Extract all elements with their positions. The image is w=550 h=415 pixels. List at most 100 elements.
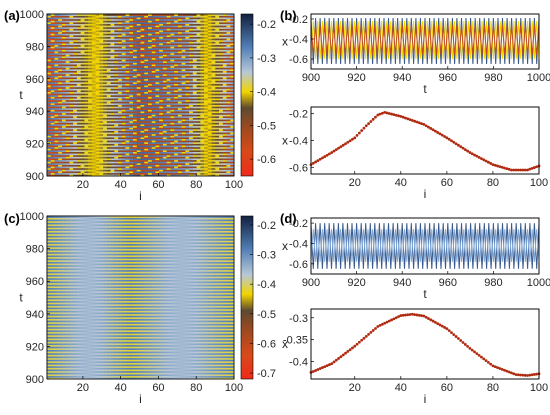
heatmap-cell	[129, 80, 134, 83]
heatmap-cell	[129, 143, 134, 146]
heatmap-cell	[129, 14, 134, 16]
heatmap-cell	[230, 57, 235, 60]
heatmap-cell	[196, 44, 201, 47]
heatmap-cell	[54, 99, 59, 102]
heatmap-cell	[118, 86, 123, 89]
heatmap-cell	[192, 129, 197, 131]
heatmap-cell	[162, 143, 167, 146]
heatmap-cell	[196, 161, 201, 164]
heatmap-cell	[129, 15, 134, 18]
heatmap-cell	[196, 49, 201, 52]
heatmap-cell	[185, 72, 190, 75]
heatmap-cell	[170, 146, 175, 149]
heatmap-cell	[200, 104, 205, 107]
heatmap-cell	[118, 28, 123, 31]
heatmap-cell	[211, 159, 216, 162]
heatmap-cell	[65, 39, 70, 42]
heatmap-cell	[47, 73, 52, 76]
heatmap-cell	[91, 130, 96, 133]
heatmap-cell	[196, 80, 201, 83]
heatmap-cell	[58, 119, 63, 122]
heatmap-cell	[80, 99, 85, 102]
heatmap-cell	[230, 88, 235, 91]
heatmap-cell	[166, 86, 171, 89]
heatmap-cell	[140, 116, 145, 118]
heatmap-cell	[166, 73, 171, 76]
heatmap-cell	[215, 48, 220, 50]
heatmap-cell	[65, 116, 70, 118]
heatmap-cell	[192, 65, 197, 68]
heatmap-cell	[215, 72, 220, 75]
heatmap-cell	[189, 104, 194, 107]
heatmap-cell	[65, 169, 70, 172]
heatmap-cell	[219, 172, 224, 175]
heatmap-cell	[147, 140, 153, 143]
heatmap-cell	[50, 151, 55, 154]
heatmap-cell	[110, 85, 115, 88]
heatmap-cell	[133, 51, 138, 54]
heatmap-cell	[200, 78, 205, 81]
heatmap-cell	[129, 86, 134, 89]
heatmap-cell	[140, 67, 145, 70]
heatmap-cell	[226, 17, 231, 20]
heatmap-cell	[136, 132, 141, 135]
heatmap-cell	[58, 46, 63, 49]
heatmap-cell	[118, 158, 123, 161]
heatmap-cell	[151, 39, 156, 42]
heatmap-cell	[136, 60, 141, 63]
heatmap-cell	[54, 14, 59, 16]
heatmap-cell	[121, 103, 126, 106]
heatmap-cell	[103, 90, 108, 93]
heatmap-cell	[219, 112, 224, 115]
heatmap-cell	[50, 70, 55, 73]
heatmap-cell	[99, 82, 104, 84]
heatmap-cell	[91, 18, 96, 21]
heatmap-cell	[185, 77, 190, 80]
heatmap-cell	[73, 14, 78, 16]
heatmap-cell	[211, 36, 216, 39]
heatmap-cell	[192, 158, 197, 161]
heatmap-cell	[207, 133, 212, 136]
heatmap-cell	[125, 125, 130, 128]
heatmap-cell	[125, 135, 130, 138]
heatmap-cell	[61, 117, 66, 120]
heatmap-cell	[185, 119, 190, 122]
heatmap-cell	[54, 130, 59, 133]
heatmap-cell	[185, 158, 190, 161]
heatmap-cell	[166, 30, 171, 33]
heatmap-cell	[114, 167, 119, 170]
heatmap-cell	[196, 129, 201, 131]
heatmap-cell	[207, 17, 212, 20]
heatmap-cell	[91, 15, 96, 18]
heatmap-cell	[219, 26, 224, 29]
heatmap-cell	[88, 132, 93, 135]
heatmap-cell	[185, 91, 190, 94]
heatmap-cell	[204, 124, 209, 127]
heatmap-cell	[91, 124, 96, 127]
heatmap-cell	[129, 33, 134, 36]
heatmap-cell	[155, 107, 160, 110]
heatmap-cell	[47, 167, 52, 170]
heatmap-cell	[80, 127, 85, 130]
heatmap-cell	[144, 49, 149, 52]
heatmap-cell	[162, 99, 167, 102]
heatmap-cell	[147, 112, 153, 115]
heatmap-cell	[73, 69, 78, 71]
heatmap-cell	[159, 141, 164, 144]
heatmap-cell	[99, 15, 104, 18]
heatmap-cell	[222, 80, 227, 83]
heatmap-cell	[76, 20, 81, 23]
heatmap-cell	[65, 77, 70, 80]
heatmap-cell	[118, 112, 123, 115]
heatmap-cell	[151, 86, 156, 89]
heatmap-cell	[215, 17, 220, 20]
heatmap-cell	[61, 129, 66, 131]
heatmap-cell	[144, 174, 149, 177]
heatmap-cell	[47, 80, 52, 83]
heatmap-cell	[136, 30, 141, 33]
heatmap-cell	[177, 90, 182, 93]
heatmap-cell	[69, 122, 74, 125]
heatmap-cell	[73, 137, 78, 140]
heatmap-cell	[226, 41, 231, 44]
heatmap-cell	[166, 153, 171, 156]
